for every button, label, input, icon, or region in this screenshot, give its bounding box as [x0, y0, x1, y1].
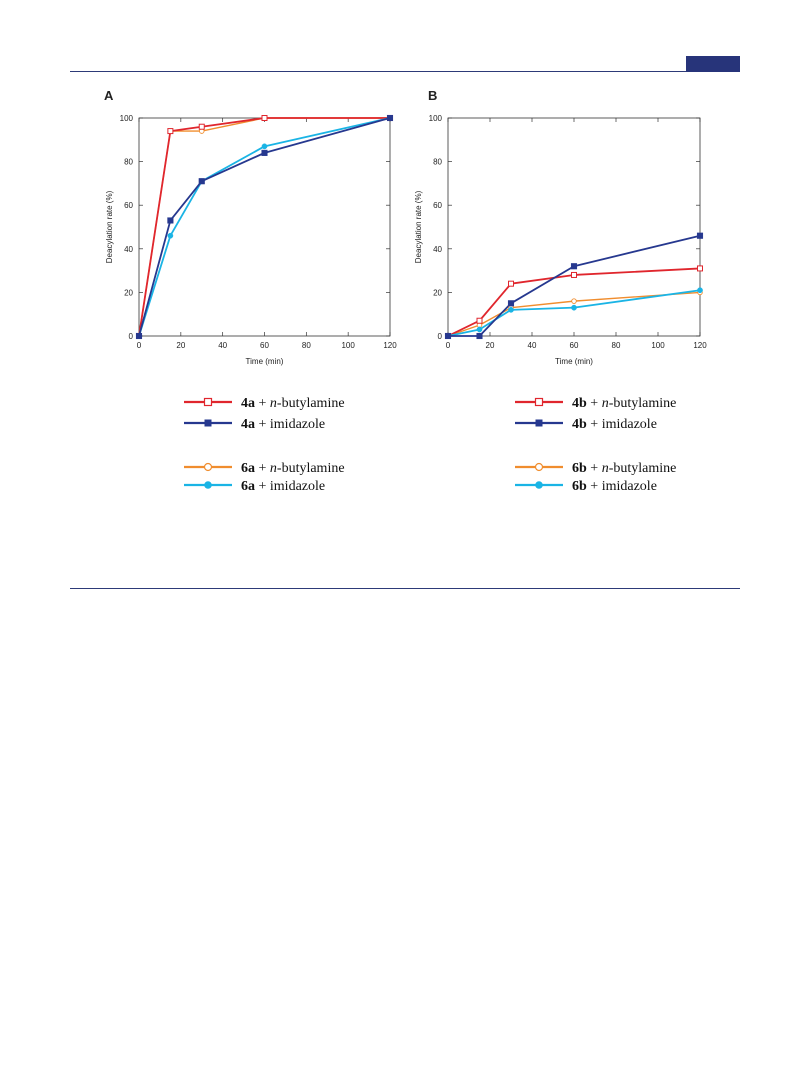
chart-panel-a: A 0 20 40 60 80 100 120 0 20 40 60 80 100 Time (min) De…: [104, 88, 397, 494]
data-point-6b: [571, 304, 577, 311]
data-point-6b: [697, 287, 703, 294]
data-point-6b: [476, 326, 483, 333]
legend-entry: 4b + imidazole: [515, 417, 657, 432]
legend-marker: [535, 419, 543, 427]
data-point-4b: [508, 280, 514, 287]
x-tick-label: 100: [341, 341, 355, 350]
y-tick-label: 80: [124, 158, 133, 167]
y-tick-label: 20: [433, 288, 442, 297]
legend-label: 4b + n-butylamine: [572, 396, 676, 411]
x-axis-label: Time (min): [246, 357, 284, 366]
data-point-6a: [167, 232, 174, 239]
data-point-4a: [167, 217, 174, 224]
y-axis-label: Deacylation rate (%): [105, 190, 114, 263]
legend-label: 6b + n-butylamine: [572, 461, 676, 476]
legend-marker: [534, 397, 544, 407]
data-point-4b: [507, 300, 515, 307]
legend-marker: [534, 462, 544, 472]
y-tick-label: 40: [124, 245, 133, 254]
chart-panel-b: B 0 20 40 60 80 100 120 0 20 40 60 80 100 Time (min) De…: [414, 88, 707, 494]
x-tick-label: 40: [218, 341, 227, 350]
legend-entry: 4b + n-butylamine: [515, 396, 676, 411]
data-point-4a: [198, 178, 205, 185]
data-point-4b: [571, 271, 577, 278]
data-point-6b: [571, 298, 577, 304]
legend-marker: [535, 481, 543, 489]
x-tick-label: 0: [137, 341, 142, 350]
legend-marker: [203, 462, 213, 472]
data-point-4a: [261, 149, 268, 156]
legend-entry: 6a + imidazole: [184, 479, 325, 494]
panel-label: A: [104, 88, 114, 103]
x-axis-label: Time (min): [555, 357, 593, 366]
legend-marker: [204, 481, 212, 489]
x-tick-label: 60: [570, 341, 579, 350]
legend-label: 4a + n-butylamine: [241, 396, 345, 411]
x-tick-label: 120: [693, 341, 707, 350]
header-rule: [70, 71, 740, 72]
data-point-4b: [696, 232, 704, 239]
y-tick-label: 0: [129, 332, 134, 341]
x-tick-label: 0: [446, 341, 451, 350]
page-corner-tab: [686, 56, 740, 72]
data-point-4a: [135, 332, 143, 340]
x-tick-label: 40: [528, 341, 537, 350]
legend-entry: 6b + imidazole: [515, 479, 657, 494]
legend-entry: 6a + n-butylamine: [184, 461, 345, 476]
x-tick-label: 80: [302, 341, 311, 350]
data-point-4a: [386, 114, 394, 122]
figure-canvas: A 0 20 40 60 80 100 120 0 20 40 60 80 100 Time (min) De…: [104, 88, 707, 494]
y-tick-label: 0: [438, 332, 443, 341]
x-tick-label: 20: [176, 341, 185, 350]
data-point-4a: [198, 123, 205, 130]
x-tick-label: 100: [651, 341, 665, 350]
x-tick-label: 60: [260, 341, 269, 350]
data-point-4b: [444, 332, 452, 340]
y-tick-label: 20: [124, 288, 133, 297]
footer-rule: [70, 588, 740, 589]
y-tick-label: 100: [429, 114, 443, 123]
data-point-4a: [261, 115, 268, 121]
x-tick-label: 80: [612, 341, 621, 350]
y-tick-label: 100: [120, 114, 134, 123]
x-tick-label: 120: [383, 341, 397, 350]
legend-label: 6b + imidazole: [572, 479, 657, 494]
legend-marker: [204, 419, 212, 427]
panel-label: B: [428, 88, 437, 103]
data-point-4a: [167, 128, 174, 135]
data-point-4b: [476, 317, 483, 324]
y-tick-label: 60: [124, 201, 133, 210]
data-point-4b: [570, 263, 578, 270]
legend-label: 6a + n-butylamine: [241, 461, 345, 476]
legend-label: 4b + imidazole: [572, 417, 657, 432]
legend-entry: 4a + n-butylamine: [184, 396, 345, 411]
data-point-6b: [508, 306, 514, 313]
data-point-6a: [261, 143, 268, 150]
legend-marker: [203, 397, 213, 407]
y-axis-label: Deacylation rate (%): [414, 190, 423, 263]
y-tick-label: 60: [433, 201, 442, 210]
legend-entry: 4a + imidazole: [184, 417, 325, 432]
legend-entry: 6b + n-butylamine: [515, 461, 676, 476]
legend-label: 4a + imidazole: [241, 417, 325, 432]
legend-label: 6a + imidazole: [241, 479, 325, 494]
data-point-4b: [476, 332, 483, 340]
data-point-4b: [697, 265, 703, 272]
y-tick-label: 40: [433, 245, 442, 254]
y-tick-label: 80: [433, 158, 442, 167]
x-tick-label: 20: [486, 341, 495, 350]
